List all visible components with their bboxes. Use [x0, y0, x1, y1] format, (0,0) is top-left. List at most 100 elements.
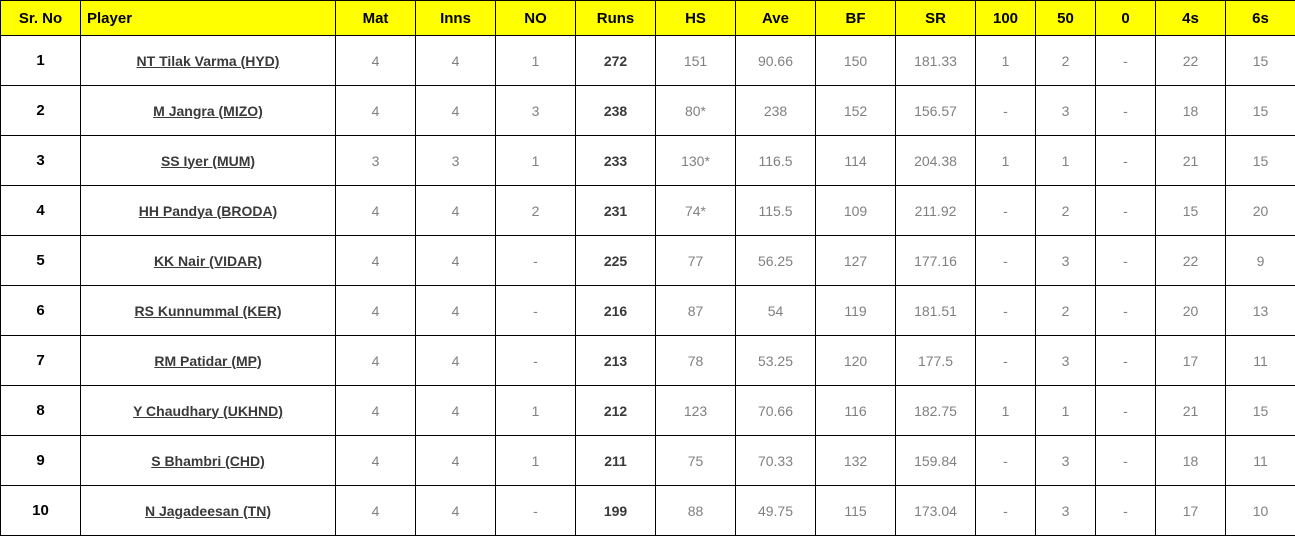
inns-cell: 4 — [416, 236, 496, 286]
player-link[interactable]: RM Patidar (MP) — [154, 353, 261, 369]
table-row: 4HH Pandya (BRODA)44223174*115.5109211.9… — [1, 186, 1295, 236]
player-cell: RS Kunnummal (KER) — [81, 286, 336, 336]
srno-cell: 4 — [1, 186, 81, 236]
table-row: 6RS Kunnummal (KER)44-2168754119181.51-2… — [1, 286, 1295, 336]
no-cell: 1 — [496, 436, 576, 486]
c4s-cell: 21 — [1156, 136, 1226, 186]
inns-cell: 4 — [416, 436, 496, 486]
c6s-cell: 11 — [1226, 336, 1295, 386]
table-row: 2M Jangra (MIZO)44323880*238152156.57-3-… — [1, 86, 1295, 136]
player-link[interactable]: HH Pandya (BRODA) — [139, 203, 277, 219]
c0-cell: - — [1096, 186, 1156, 236]
header-bf: BF — [816, 1, 896, 36]
mat-cell: 3 — [336, 136, 416, 186]
inns-cell: 4 — [416, 186, 496, 236]
player-cell: S Bhambri (CHD) — [81, 436, 336, 486]
player-link[interactable]: M Jangra (MIZO) — [153, 103, 263, 119]
table-row: 1NT Tilak Varma (HYD)44127215190.6615018… — [1, 36, 1295, 86]
mat-cell: 4 — [336, 436, 416, 486]
c6s-cell: 20 — [1226, 186, 1295, 236]
ave-cell: 56.25 — [736, 236, 816, 286]
hs-cell: 88 — [656, 486, 736, 536]
table-row: 9S Bhambri (CHD)4412117570.33132159.84-3… — [1, 436, 1295, 486]
runs-cell: 213 — [576, 336, 656, 386]
hs-cell: 75 — [656, 436, 736, 486]
c0-cell: - — [1096, 286, 1156, 336]
hs-cell: 77 — [656, 236, 736, 286]
bf-cell: 119 — [816, 286, 896, 336]
c6s-cell: 13 — [1226, 286, 1295, 336]
inns-cell: 4 — [416, 286, 496, 336]
player-link[interactable]: NT Tilak Varma (HYD) — [137, 53, 280, 69]
hs-cell: 78 — [656, 336, 736, 386]
c6s-cell: 15 — [1226, 86, 1295, 136]
inns-cell: 4 — [416, 86, 496, 136]
ave-cell: 90.66 — [736, 36, 816, 86]
no-cell: - — [496, 236, 576, 286]
c50-cell: 2 — [1036, 186, 1096, 236]
inns-cell: 4 — [416, 36, 496, 86]
player-link[interactable]: S Bhambri (CHD) — [151, 453, 265, 469]
header-inns: Inns — [416, 1, 496, 36]
sr_-cell: 177.16 — [896, 236, 976, 286]
c4s-cell: 20 — [1156, 286, 1226, 336]
sr_-cell: 159.84 — [896, 436, 976, 486]
no-cell: 1 — [496, 386, 576, 436]
c4s-cell: 17 — [1156, 486, 1226, 536]
stats-table-container: Sr. NoPlayerMatInnsNORunsHSAveBFSR100500… — [0, 0, 1295, 536]
c0-cell: - — [1096, 136, 1156, 186]
runs-cell: 272 — [576, 36, 656, 86]
c0-cell: - — [1096, 486, 1156, 536]
c4s-cell: 22 — [1156, 236, 1226, 286]
hs-cell: 87 — [656, 286, 736, 336]
c6s-cell: 15 — [1226, 136, 1295, 186]
c50-cell: 3 — [1036, 236, 1096, 286]
ave-cell: 238 — [736, 86, 816, 136]
c100-cell: - — [976, 336, 1036, 386]
player-link[interactable]: Y Chaudhary (UKHND) — [133, 403, 283, 419]
header-row: Sr. NoPlayerMatInnsNORunsHSAveBFSR100500… — [1, 1, 1295, 36]
c50-cell: 2 — [1036, 286, 1096, 336]
no-cell: 1 — [496, 36, 576, 86]
c100-cell: - — [976, 86, 1036, 136]
c4s-cell: 18 — [1156, 86, 1226, 136]
ave-cell: 116.5 — [736, 136, 816, 186]
no-cell: - — [496, 486, 576, 536]
c4s-cell: 15 — [1156, 186, 1226, 236]
table-body: 1NT Tilak Varma (HYD)44127215190.6615018… — [1, 36, 1295, 536]
c50-cell: 3 — [1036, 486, 1096, 536]
player-cell: KK Nair (VIDAR) — [81, 236, 336, 286]
ave-cell: 54 — [736, 286, 816, 336]
hs-cell: 151 — [656, 36, 736, 86]
header-sr_: SR — [896, 1, 976, 36]
header-c4s: 4s — [1156, 1, 1226, 36]
srno-cell: 3 — [1, 136, 81, 186]
sr_-cell: 204.38 — [896, 136, 976, 186]
srno-cell: 8 — [1, 386, 81, 436]
srno-cell: 10 — [1, 486, 81, 536]
player-link[interactable]: N Jagadeesan (TN) — [145, 503, 271, 519]
c0-cell: - — [1096, 336, 1156, 386]
bf-cell: 116 — [816, 386, 896, 436]
bf-cell: 132 — [816, 436, 896, 486]
header-mat: Mat — [336, 1, 416, 36]
player-link[interactable]: RS Kunnummal (KER) — [135, 303, 282, 319]
mat-cell: 4 — [336, 486, 416, 536]
runs-cell: 238 — [576, 86, 656, 136]
bf-cell: 114 — [816, 136, 896, 186]
c4s-cell: 21 — [1156, 386, 1226, 436]
c0-cell: - — [1096, 436, 1156, 486]
c50-cell: 3 — [1036, 336, 1096, 386]
inns-cell: 3 — [416, 136, 496, 186]
no-cell: 2 — [496, 186, 576, 236]
player-link[interactable]: SS Iyer (MUM) — [161, 153, 255, 169]
c50-cell: 1 — [1036, 136, 1096, 186]
table-row: 7RM Patidar (MP)44-2137853.25120177.5-3-… — [1, 336, 1295, 386]
srno-cell: 9 — [1, 436, 81, 486]
player-cell: RM Patidar (MP) — [81, 336, 336, 386]
header-ave: Ave — [736, 1, 816, 36]
player-link[interactable]: KK Nair (VIDAR) — [154, 253, 262, 269]
no-cell: - — [496, 286, 576, 336]
c6s-cell: 15 — [1226, 36, 1295, 86]
ave-cell: 49.75 — [736, 486, 816, 536]
